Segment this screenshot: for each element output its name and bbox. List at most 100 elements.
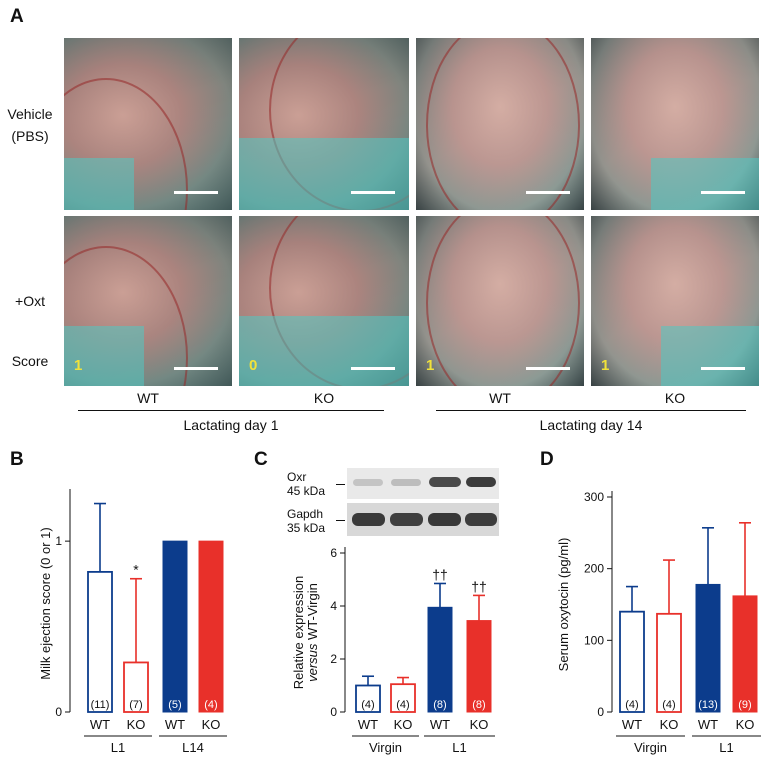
chart-c-y-label-italic: versus: [305, 643, 320, 682]
chart-b-n-label: (7): [129, 699, 142, 711]
chart-d-y-tick-label: 0: [597, 705, 604, 719]
chart-c-bar: [390, 683, 416, 713]
blot-label-oxr: Oxr 45 kDa: [287, 470, 325, 498]
photo-oxt-l14-wt: 1: [416, 216, 584, 386]
chart-d-bar: [619, 610, 645, 713]
score-l1-wt: 1: [74, 357, 83, 374]
chart-c-group-label: Virgin: [369, 740, 402, 755]
chart-d-y-tick-label: 300: [584, 490, 604, 504]
chart-c-y-tick-label: 4: [330, 599, 337, 613]
chart-b-y-tick-label: 0: [55, 705, 62, 719]
chart-c-bar: [466, 620, 492, 713]
chart-c-x-tick-label: KO: [394, 717, 413, 732]
score-l14-ko: 1: [601, 357, 610, 374]
group-label-l1: Lactating day 1: [183, 417, 279, 433]
chart-d-n-label: (4): [625, 699, 638, 711]
chart-d-group-label: L1: [719, 740, 733, 755]
chart-b-bar: [162, 540, 188, 713]
photo-vehicle-l1-ko: [239, 38, 409, 210]
row-label-vehicle-line1: Vehicle: [7, 106, 53, 122]
chart-b-x-tick-label: WT: [165, 717, 185, 732]
chart-c-n-label: (4): [396, 699, 409, 711]
chart-c-n-label: (8): [472, 699, 485, 711]
chart-b-bar: [87, 570, 113, 713]
chart-d-x-tick-label: KO: [660, 717, 679, 732]
chart-c-group-label: L1: [452, 740, 466, 755]
chart-c-y-label-line2: versus WT-Virgin: [305, 583, 320, 682]
chart-d-x-tick-label: WT: [622, 717, 642, 732]
chart-c-y-tick-label: 6: [330, 546, 337, 560]
chart-c-y-tick-label: 0: [330, 705, 337, 719]
chart-c-bar: [355, 684, 381, 713]
chart-c-n-label: (8): [433, 699, 446, 711]
photo-vehicle-l14-wt: [416, 38, 584, 210]
blot-tick-gapdh: [336, 520, 345, 521]
blot-label-gapdh: Gapdh 35 kDa: [287, 507, 325, 535]
chart-b-y-tick-label: 1: [55, 534, 62, 548]
chart-d-y-tick-label: 100: [584, 633, 604, 647]
chart-c-y-label-line1: Relative expression: [291, 576, 306, 689]
row-label-score: Score: [11, 353, 49, 369]
chart-d-y-label: Serum oxytocin (pg/ml): [556, 538, 571, 672]
chart-b-significance: *: [133, 562, 139, 578]
chart-c-bar: [427, 606, 453, 713]
chart-b-group-label: L1: [111, 740, 125, 755]
chart-b-x-tick-label: WT: [90, 717, 110, 732]
chart-d: 0 100 200 300 Serum oxytocin (pg/ml) (4) WT (4)…: [556, 490, 761, 755]
chart-b-x-tick-label: KO: [127, 717, 146, 732]
genotype-label-l1-ko: KO: [313, 390, 335, 406]
score-l14-wt: 1: [426, 357, 435, 374]
chart-b-bar: [198, 540, 224, 713]
panel-b-label: B: [10, 449, 24, 470]
chart-c-x-tick-label: KO: [470, 717, 489, 732]
genotype-label-l14-wt: WT: [489, 390, 511, 406]
blot-label-oxr-name: Oxr: [287, 470, 307, 484]
chart-c-x-tick-label: WT: [358, 717, 378, 732]
chart-c-significance: ††: [432, 566, 448, 582]
row-label-vehicle: Vehicle (PBS): [0, 103, 60, 147]
chart-d-n-label: (9): [738, 699, 751, 711]
panel-d-label: D: [540, 449, 554, 470]
blot-tick-oxr: [336, 484, 345, 485]
genotype-label-l14-ko: KO: [664, 390, 686, 406]
chart-c-y-label-rest: WT-Virgin: [305, 583, 320, 643]
chart-d-bar: [656, 612, 682, 713]
blot-label-gapdh-size: 35 kDa: [287, 521, 326, 535]
photo-vehicle-l1-wt: [64, 38, 232, 210]
blot-image-gapdh: [347, 503, 499, 536]
chart-b-bar: [123, 661, 149, 713]
chart-c: 0 2 4 6 Relative expression versus WT-Virgin (…: [291, 546, 495, 755]
blot-label-oxr-size: 45 kDa: [287, 484, 326, 498]
chart-d-bar: [695, 583, 721, 713]
photo-oxt-l1-wt: 1: [64, 216, 232, 386]
chart-b-n-label: (11): [91, 699, 110, 711]
chart-d-x-tick-label: KO: [736, 717, 755, 732]
chart-c-y-tick-label: 2: [330, 652, 337, 666]
chart-b-n-label: (4): [204, 699, 217, 711]
panel-a-label: A: [10, 6, 24, 27]
row-label-oxt: +Oxt: [15, 293, 45, 309]
chart-d-n-label: (4): [662, 699, 675, 711]
photo-vehicle-l14-ko: [591, 38, 759, 210]
blot-image-oxr: [347, 468, 499, 499]
group-line-l14: [436, 410, 746, 411]
chart-c-x-tick-label: WT: [430, 717, 450, 732]
chart-c-significance: ††: [471, 578, 487, 594]
chart-b-group-label: L14: [182, 740, 204, 755]
genotype-label-l1-wt: WT: [137, 390, 159, 406]
chart-d-n-label: (13): [698, 699, 718, 711]
group-label-l14: Lactating day 14: [539, 417, 643, 433]
chart-b-y-label: Milk ejection score (0 or 1): [38, 527, 53, 679]
photo-oxt-l14-ko: 1: [591, 216, 759, 386]
chart-d-bar: [732, 595, 758, 713]
chart-d-y-tick-label: 200: [584, 562, 604, 576]
chart-b-n-label: (5): [168, 699, 181, 711]
photo-oxt-l1-ko: 0: [239, 216, 409, 386]
row-label-vehicle-line2: (PBS): [11, 128, 49, 144]
chart-d-x-tick-label: WT: [698, 717, 718, 732]
chart-d-group-label: Virgin: [634, 740, 667, 755]
blot-label-gapdh-name: Gapdh: [287, 507, 324, 521]
chart-c-n-label: (4): [361, 699, 374, 711]
